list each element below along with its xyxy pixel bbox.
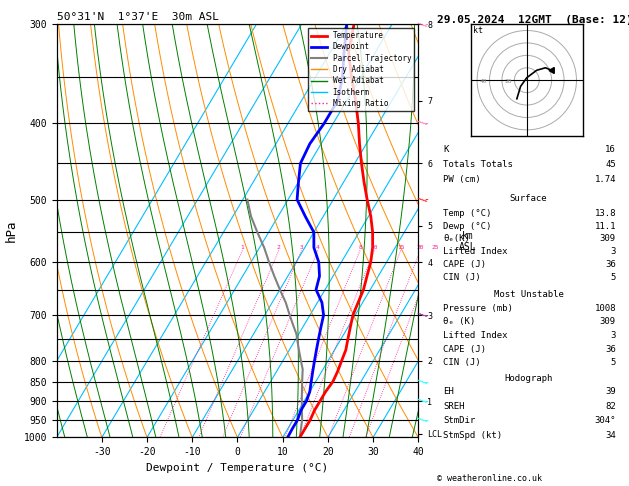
Text: CAPE (J): CAPE (J) xyxy=(443,260,486,269)
Text: -: - xyxy=(423,396,430,406)
Text: Pressure (mb): Pressure (mb) xyxy=(443,304,513,313)
Text: Surface: Surface xyxy=(510,193,547,203)
Text: 5: 5 xyxy=(611,358,616,367)
Legend: Temperature, Dewpoint, Parcel Trajectory, Dry Adiabat, Wet Adiabat, Isotherm, Mi: Temperature, Dewpoint, Parcel Trajectory… xyxy=(308,28,415,111)
Text: Lifted Index: Lifted Index xyxy=(443,247,508,257)
Text: \: \ xyxy=(418,117,429,129)
Text: CAPE (J): CAPE (J) xyxy=(443,345,486,353)
Text: \: \ xyxy=(418,309,429,321)
Text: 3: 3 xyxy=(299,245,303,250)
Text: -: - xyxy=(423,310,430,320)
Text: 5: 5 xyxy=(611,273,616,282)
Text: 34: 34 xyxy=(605,431,616,439)
Text: 16: 16 xyxy=(605,145,616,155)
Y-axis label: hPa: hPa xyxy=(5,220,18,242)
Text: -: - xyxy=(423,118,430,128)
Text: 15: 15 xyxy=(397,245,404,250)
Text: 39: 39 xyxy=(605,387,616,396)
Text: -: - xyxy=(423,415,430,425)
Text: 36: 36 xyxy=(605,260,616,269)
Text: \: \ xyxy=(418,193,429,206)
Text: -: - xyxy=(423,194,430,205)
Text: SREH: SREH xyxy=(443,401,465,411)
Text: 2: 2 xyxy=(277,245,281,250)
Text: PW (cm): PW (cm) xyxy=(443,175,481,184)
Text: © weatheronline.co.uk: © weatheronline.co.uk xyxy=(437,474,542,483)
Text: 304°: 304° xyxy=(594,416,616,425)
Text: 1.74: 1.74 xyxy=(594,175,616,184)
Text: 1008: 1008 xyxy=(594,304,616,313)
Text: 4: 4 xyxy=(316,245,320,250)
Text: Hodograph: Hodograph xyxy=(504,374,553,382)
Text: \: \ xyxy=(418,395,429,407)
Text: Totals Totals: Totals Totals xyxy=(443,160,513,169)
Text: -: - xyxy=(423,377,430,387)
Text: 45: 45 xyxy=(605,160,616,169)
Text: \: \ xyxy=(418,376,429,387)
Text: 1: 1 xyxy=(240,245,244,250)
Text: Lifted Index: Lifted Index xyxy=(443,331,508,340)
Text: -: - xyxy=(423,19,430,29)
Text: StmSpd (kt): StmSpd (kt) xyxy=(443,431,503,439)
Text: K: K xyxy=(443,145,448,155)
Text: Most Unstable: Most Unstable xyxy=(494,290,564,299)
Text: 11.1: 11.1 xyxy=(594,222,616,230)
Text: Temp (°C): Temp (°C) xyxy=(443,208,492,218)
Text: 40: 40 xyxy=(479,79,487,84)
Text: EH: EH xyxy=(443,387,454,396)
Text: 309: 309 xyxy=(600,234,616,243)
Text: 3: 3 xyxy=(611,331,616,340)
Y-axis label: km
ASL: km ASL xyxy=(459,231,476,252)
Text: \: \ xyxy=(418,18,429,30)
X-axis label: Dewpoint / Temperature (°C): Dewpoint / Temperature (°C) xyxy=(147,463,328,473)
Text: CIN (J): CIN (J) xyxy=(443,358,481,367)
Text: 309: 309 xyxy=(600,317,616,327)
Text: 8: 8 xyxy=(358,245,362,250)
Text: \: \ xyxy=(418,414,429,426)
Text: θₑ (K): θₑ (K) xyxy=(443,317,476,327)
Text: θₑ(K): θₑ(K) xyxy=(443,234,470,243)
Text: 3: 3 xyxy=(611,247,616,257)
Text: 10: 10 xyxy=(370,245,378,250)
Text: 20: 20 xyxy=(416,245,424,250)
Text: 36: 36 xyxy=(605,345,616,353)
Text: kt: kt xyxy=(474,26,483,35)
Text: CIN (J): CIN (J) xyxy=(443,273,481,282)
Text: 50°31'N  1°37'E  30m ASL: 50°31'N 1°37'E 30m ASL xyxy=(57,12,219,22)
Text: StmDir: StmDir xyxy=(443,416,476,425)
Text: 29.05.2024  12GMT  (Base: 12): 29.05.2024 12GMT (Base: 12) xyxy=(437,15,629,25)
Text: Dewp (°C): Dewp (°C) xyxy=(443,222,492,230)
Text: 13.8: 13.8 xyxy=(594,208,616,218)
Text: 20: 20 xyxy=(504,79,512,84)
Text: 25: 25 xyxy=(432,245,440,250)
Text: 82: 82 xyxy=(605,401,616,411)
